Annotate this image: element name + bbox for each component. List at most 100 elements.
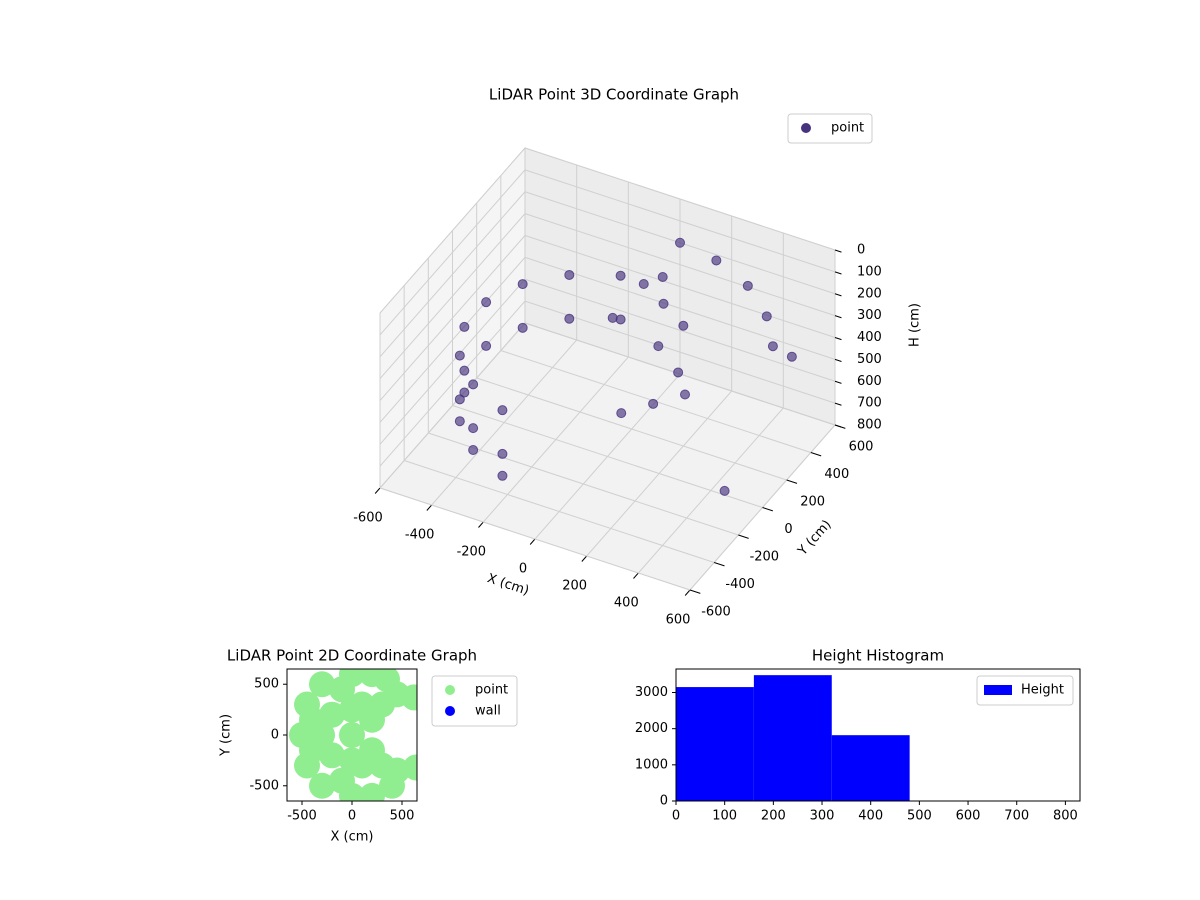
grid-line <box>379 191 526 358</box>
x-tick <box>684 589 691 596</box>
point <box>454 350 465 361</box>
x-tick <box>374 487 381 494</box>
x-tick-label: 0 <box>519 562 527 577</box>
x-tick-label: 0 <box>672 809 680 824</box>
y-tick <box>738 534 749 539</box>
grid-line <box>524 169 836 273</box>
point <box>459 321 470 332</box>
z-tick-label: 700 <box>857 396 882 411</box>
point <box>742 280 753 291</box>
y-tick-label: 0 <box>660 794 668 809</box>
point <box>517 279 528 290</box>
y-tick-label: 200 <box>800 495 825 510</box>
grid-line <box>524 147 836 251</box>
x-tick-label: 500 <box>390 809 415 824</box>
z-tick <box>834 380 842 384</box>
z-tick-label: 400 <box>857 330 882 345</box>
grid-line <box>476 377 787 481</box>
x-tick <box>581 555 588 562</box>
x-tick-label: -400 <box>405 528 435 543</box>
grid-line <box>524 213 836 317</box>
point <box>299 737 325 764</box>
x-tick-label: 0 <box>348 809 356 824</box>
point <box>359 737 385 764</box>
grid-line <box>452 405 763 508</box>
point <box>454 394 465 405</box>
point <box>309 671 335 698</box>
chart-title: LiDAR Point 2D Coordinate Graph <box>227 647 477 665</box>
y-tick-label: 400 <box>824 467 849 482</box>
x-tick-label: 500 <box>907 809 932 824</box>
point <box>786 351 797 362</box>
z-tick-label: 500 <box>857 352 882 367</box>
z-tick-label: 600 <box>857 374 882 389</box>
grid-line <box>524 256 836 360</box>
bar <box>676 687 754 801</box>
x-axis-label: X (cm) <box>331 830 374 845</box>
y-axis-label: Y (cm) <box>219 714 234 757</box>
legend-box <box>976 675 1074 706</box>
legend-label: wall <box>475 704 501 719</box>
x-tick-label: 600 <box>956 809 981 824</box>
grid-line <box>524 278 836 382</box>
y-tick-label: 0 <box>271 728 279 743</box>
chart-title: LiDAR Point 3D Coordinate Graph <box>489 86 739 104</box>
z-tick-label: 800 <box>857 418 882 433</box>
y-tick-label: -600 <box>701 605 731 620</box>
z-tick <box>834 358 842 362</box>
point <box>329 676 355 703</box>
x-tick <box>426 504 433 511</box>
point <box>309 772 335 799</box>
point <box>517 322 528 333</box>
legend-label: Height <box>1021 683 1064 698</box>
x-tick-label: -500 <box>287 809 317 824</box>
point <box>638 279 649 289</box>
grid-line <box>379 213 526 379</box>
point <box>719 485 730 496</box>
point <box>319 701 345 728</box>
legend-label: point <box>831 121 864 136</box>
legend-marker <box>445 706 455 716</box>
legend-label: point <box>475 683 508 698</box>
z-tick <box>834 249 842 253</box>
grid-line <box>524 300 836 404</box>
point <box>767 341 778 352</box>
y-tick-label: -400 <box>725 577 755 592</box>
point <box>564 313 575 324</box>
point <box>359 782 385 801</box>
x-tick-label: 700 <box>1004 809 1029 824</box>
grid-line <box>379 169 526 336</box>
grid-line <box>379 278 526 445</box>
grid-line <box>428 432 739 536</box>
point <box>468 379 479 390</box>
z-tick <box>834 424 842 428</box>
point <box>459 365 470 376</box>
point <box>319 742 345 769</box>
y-tick-label: 0 <box>784 522 792 537</box>
point <box>497 405 508 416</box>
z-tick-label: 200 <box>857 286 882 301</box>
z-tick <box>834 271 842 275</box>
x-tick-label: 400 <box>614 596 639 611</box>
point <box>497 470 508 481</box>
z-axis-label: H (cm) <box>908 303 923 347</box>
z-tick-label: 100 <box>857 264 882 279</box>
point <box>468 445 479 456</box>
y-tick-label: 1000 <box>635 757 668 772</box>
y-tick-label: 2000 <box>635 721 668 736</box>
y-tick <box>689 589 701 594</box>
bar <box>753 675 832 801</box>
point <box>481 297 492 308</box>
legend-swatch <box>984 685 1012 695</box>
y-tick-label: 600 <box>849 440 874 455</box>
x-tick <box>478 521 484 528</box>
grid-line <box>379 235 526 401</box>
point <box>761 311 772 322</box>
x-tick-label: 400 <box>858 809 883 824</box>
y-tick-label: 3000 <box>635 685 668 700</box>
point <box>339 747 365 774</box>
x-tick-label: -200 <box>457 545 487 560</box>
bar <box>831 735 910 801</box>
point <box>653 341 664 352</box>
